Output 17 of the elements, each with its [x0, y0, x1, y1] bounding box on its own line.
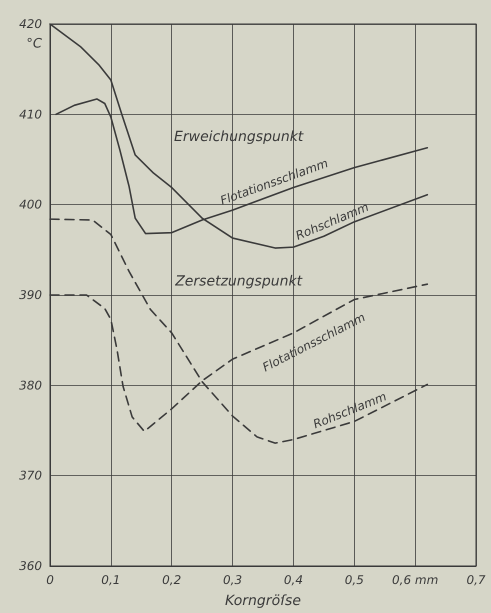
x-tick-label: 0,6 mm: [392, 573, 438, 587]
x-tick-label: 0,2: [162, 573, 182, 587]
x-tick-label: 0,3: [223, 573, 242, 587]
x-tick-label: 0,7: [466, 573, 486, 587]
y-tick-label: 400: [19, 198, 42, 212]
x-axis-title: Korngröſse: [225, 593, 301, 609]
y-tick-label: 360: [19, 559, 42, 573]
y-axis-title: °C: [26, 36, 43, 52]
x-tick-label: 0: [46, 573, 54, 587]
y-tick-label: 390: [19, 288, 42, 302]
y-tick-label: 420: [19, 17, 42, 31]
y-tick-label: 370: [19, 468, 42, 483]
x-tick-label: 0,1: [101, 573, 120, 587]
y-tick-label: 410: [19, 107, 42, 122]
x-tick-label: 0,5: [344, 573, 364, 587]
x-tick-label: 0,4: [284, 573, 303, 587]
y-tick-label: 380: [19, 378, 42, 392]
